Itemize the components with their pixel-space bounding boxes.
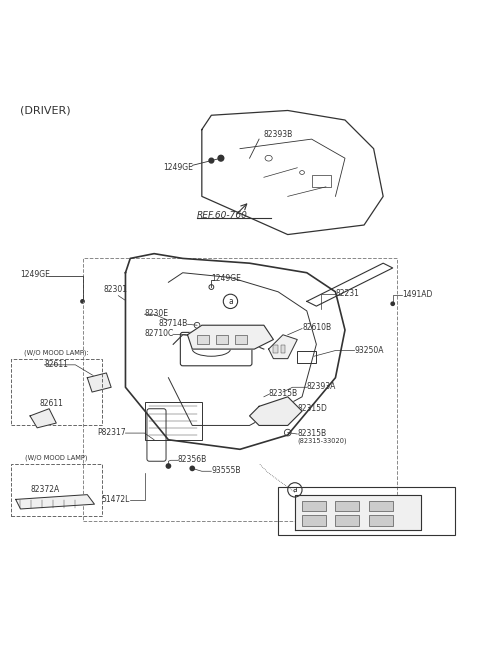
Polygon shape xyxy=(269,335,297,358)
Text: (82315-33020): (82315-33020) xyxy=(297,438,347,444)
Text: 82610B: 82610B xyxy=(302,323,331,332)
Text: REF.60-760: REF.60-760 xyxy=(197,211,248,220)
Bar xyxy=(11,358,102,426)
Bar xyxy=(144,401,202,440)
Bar xyxy=(312,175,331,187)
Polygon shape xyxy=(250,397,302,426)
Bar xyxy=(336,515,360,525)
Bar xyxy=(369,515,393,525)
Circle shape xyxy=(166,463,171,469)
Bar xyxy=(197,335,209,345)
Bar xyxy=(274,345,278,353)
Circle shape xyxy=(209,158,214,163)
Bar xyxy=(302,515,326,525)
Bar xyxy=(216,335,228,345)
Text: 82315B: 82315B xyxy=(297,429,326,438)
Text: 82315D: 82315D xyxy=(297,404,327,412)
Text: (W/O MOOD LAMP): (W/O MOOD LAMP) xyxy=(25,455,87,461)
Bar xyxy=(302,501,326,512)
Circle shape xyxy=(190,465,195,471)
Bar xyxy=(278,488,455,535)
Text: 8230E: 8230E xyxy=(144,309,168,318)
Text: (W/O MOOD LAMP):: (W/O MOOD LAMP): xyxy=(24,350,89,356)
Bar xyxy=(11,463,102,516)
Bar xyxy=(281,345,285,353)
Polygon shape xyxy=(16,494,95,509)
Text: 1249GE: 1249GE xyxy=(21,270,50,279)
Text: 51472L: 51472L xyxy=(102,495,130,504)
Polygon shape xyxy=(87,373,111,392)
Text: (DRIVER): (DRIVER) xyxy=(21,106,71,116)
Text: 82231: 82231 xyxy=(336,289,360,298)
Bar xyxy=(369,501,393,512)
Text: 82356B: 82356B xyxy=(178,455,207,464)
Circle shape xyxy=(80,299,85,304)
Text: 93250A: 93250A xyxy=(355,346,384,354)
Circle shape xyxy=(218,155,224,161)
Polygon shape xyxy=(30,409,56,428)
Bar xyxy=(83,259,397,521)
Text: 82315B: 82315B xyxy=(269,389,298,399)
Text: 1249GE: 1249GE xyxy=(211,275,241,283)
Text: 93570B: 93570B xyxy=(326,497,355,506)
Text: 82611: 82611 xyxy=(39,399,63,409)
Text: 82393A: 82393A xyxy=(307,382,336,391)
Polygon shape xyxy=(188,325,274,349)
Text: P82317: P82317 xyxy=(97,428,125,437)
Text: 82710C: 82710C xyxy=(144,329,174,339)
Bar xyxy=(297,352,316,364)
Text: a: a xyxy=(228,297,233,306)
Text: a: a xyxy=(292,485,297,494)
Text: 82393B: 82393B xyxy=(264,130,293,139)
Text: 83714B: 83714B xyxy=(159,319,188,328)
Polygon shape xyxy=(295,494,421,531)
Bar xyxy=(336,501,360,512)
Text: 82372A: 82372A xyxy=(30,485,59,494)
Text: 82301: 82301 xyxy=(104,285,128,294)
Text: 93555B: 93555B xyxy=(211,466,241,475)
Text: 1491AD: 1491AD xyxy=(402,290,432,299)
Text: 1249GE: 1249GE xyxy=(164,163,193,172)
Text: 82611: 82611 xyxy=(44,360,68,369)
Text: 93710B: 93710B xyxy=(350,510,379,518)
Circle shape xyxy=(390,302,395,306)
Bar xyxy=(235,335,247,345)
